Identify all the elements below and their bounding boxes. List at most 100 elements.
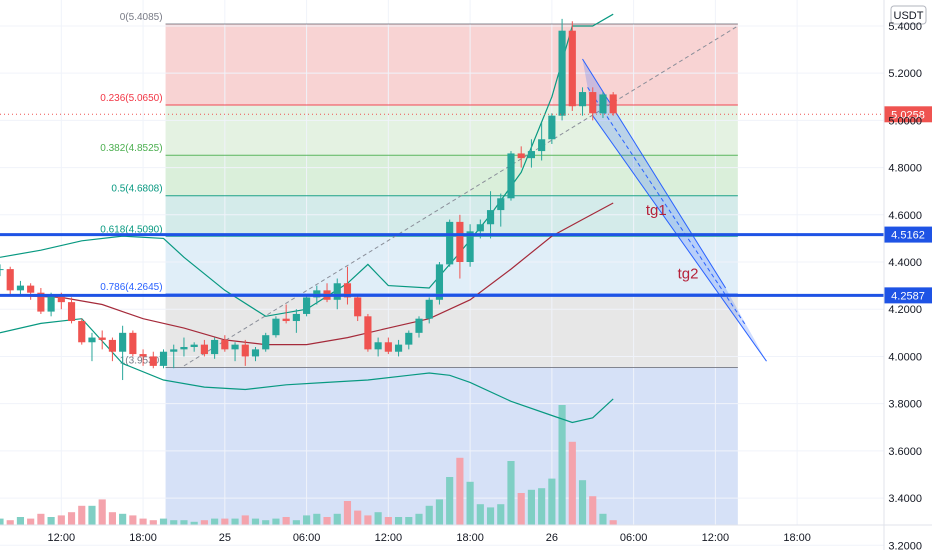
annotation-layer: tg1 tg2 [646,202,699,283]
volume-bar [108,512,116,525]
candle-body [149,356,157,366]
candle-body [333,283,341,300]
last-price-label: 5.0258 [891,109,925,121]
fib-label-5: 0.786(4.2645) [100,282,162,293]
y-tick-label: 4.4000 [888,257,922,269]
volume-bar [364,515,372,525]
target-annotation-tg1: tg1 [646,202,667,219]
volume-bar [374,512,382,525]
candle-body [129,332,137,355]
candle-layer [0,18,617,381]
hline-layer: 4.5162 4.2587 5.0258 [0,106,932,304]
candle-body [78,321,86,343]
candle-body [0,269,4,271]
volume-bar [313,513,321,525]
volume-bar [486,507,495,525]
candle-body [67,302,76,322]
candle-body [282,318,290,322]
candle-body [425,299,433,319]
fib-fill-layer [165,23,738,525]
candle-body [415,318,423,333]
candle-body [251,349,260,357]
channel-layer [183,25,767,367]
x-tick-label: 12:00 [702,532,730,544]
candle-body [609,94,617,114]
candle-body [88,337,96,343]
candle-body [354,297,362,317]
candle-body [170,349,178,352]
volume-bar [129,515,137,525]
fib-label-6: 1(3.9530) [120,356,163,367]
volume-bar [67,512,76,525]
fib-label-2: 0.382(4.8525) [100,143,162,154]
volume-bar [200,520,208,525]
candle-body [57,295,65,303]
volume-bar [180,520,188,525]
currency-badge[interactable]: USDT [894,10,924,22]
candle-body [435,264,444,300]
volume-bar [507,461,515,525]
fib-zone-5 [165,294,738,368]
y-tick-label: 3.8000 [888,399,922,411]
bollinger-upper [0,13,614,317]
volume-bar [190,521,198,525]
candle-body [384,342,392,352]
fib-zone-1 [165,105,738,156]
volume-bar [98,499,106,525]
currency-badge-box[interactable] [890,5,927,25]
candle-body [486,210,495,225]
volume-bar [170,520,178,525]
y-tick-label: 3.6000 [888,446,922,458]
x-tick-label: 06:00 [293,532,321,544]
candle-body [6,269,14,291]
volume-bar [241,515,249,525]
candle-body [589,92,597,114]
candle-body [476,224,484,232]
candle-body [47,295,55,312]
channel-fill [582,59,767,362]
candle-body [180,346,188,350]
candle-body [405,332,413,345]
candle-body [16,285,25,291]
volume-bar [303,515,311,525]
volume-bar [527,489,535,525]
candle-body [159,351,168,366]
candle-body [558,30,566,116]
volume-bar [446,477,454,525]
candle-body [507,153,515,199]
volume-bar [149,520,157,525]
fib-label-1: 0.236(5.0650) [100,93,162,104]
candle-body [364,316,372,350]
volume-bar [88,505,96,525]
volume-bar [119,513,127,525]
volume-bar [262,520,270,525]
x-tick-label: 12:00 [48,532,76,544]
candle-body [139,354,147,357]
candle-body [272,318,280,336]
y-tick-label: 5.0000 [888,115,922,127]
x-tick-label: 18:00 [456,532,484,544]
volume-bar [548,478,556,525]
candle-body [548,115,556,140]
volume-bar [466,481,474,525]
candle-body [497,198,505,211]
candle-body [108,339,116,352]
volume-bar [435,499,444,525]
candle-body [374,342,382,350]
candle-body [98,337,106,340]
moving-average [10,202,614,346]
volume-bar [272,518,280,525]
volume-bar [384,517,392,525]
candle-body [190,344,198,347]
support-price-tag-0 [884,226,932,243]
volume-bar [333,513,341,525]
candle-body [599,94,607,114]
last-price-tag [884,106,932,123]
volume-bar [558,405,566,525]
volume-bar [0,518,4,525]
x-tick-label: 18:00 [783,532,811,544]
volume-bar [609,520,617,525]
channel-mid-line [587,87,747,327]
volume-layer [0,405,617,525]
